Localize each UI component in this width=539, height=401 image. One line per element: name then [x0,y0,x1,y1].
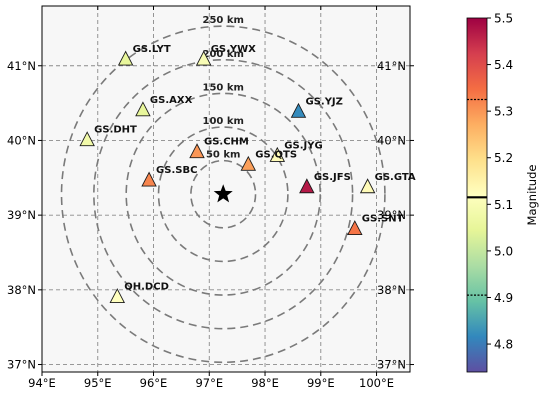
x-tick-label: 100°E [359,376,394,390]
station-label: GS.GTA [375,172,416,183]
grid-lines [41,6,410,372]
station-label: GS.QTS [255,149,297,160]
y-tick-label-left: 39°N [7,208,36,222]
station-label: GS.DHT [94,125,137,136]
station-label: GS.SBC [156,165,197,176]
y-tick-label-left: 37°N [7,358,36,372]
station-marker [189,143,205,159]
station-label: GS.CHM [204,137,249,148]
station-label: GS.AXX [150,95,193,106]
station-marker [299,178,315,194]
station-marker [359,178,376,194]
station-label: GS.SNT [362,214,404,225]
plot-area-background [42,6,410,372]
colorbar-tick-label: 4.9 [494,291,513,305]
ring-label: 100 km [202,116,243,127]
epicenter-star-marker [213,184,233,203]
station-marker [109,288,126,304]
y-tick-label-right: 38°N [377,283,406,297]
station-label: GS.JYG [284,140,322,151]
colorbar-bar [466,17,488,373]
x-tick-label: 95°E [84,376,112,390]
y-tick-label-right: 41°N [377,59,406,73]
station-label: GS.JFS [314,172,351,183]
y-tick-label-left: 38°N [7,283,36,297]
station-label: QH.DCD [124,282,169,293]
y-tick-label-left: 40°N [7,133,36,147]
station-label: GS.YJZ [305,96,342,107]
ring-label: 50 km [206,150,240,161]
station-marker [117,50,134,66]
station-marker [195,50,212,66]
station-marker [135,101,151,117]
station-label: GS.YWX [211,44,256,55]
distance-ring [125,92,322,296]
x-tick-label: 98°E [251,376,279,390]
y-tick-label-right: 40°N [377,133,406,147]
distance-ring [190,159,257,229]
station-marker [290,102,307,118]
ring-label: 200 km [202,49,243,60]
station-marker [79,131,95,147]
epicenter-star [213,184,233,203]
y-tick-label-left: 41°N [7,59,36,73]
distance-ring [157,126,289,263]
colorbar-tick-label: 5.4 [494,58,513,72]
colorbar: 4.8 4.9 5.0 5.1 5.2 5.3 5.4 5.5 Magnitude [466,12,539,373]
distance-ring [93,58,354,330]
distance-ring [60,25,386,364]
station-marker [269,146,286,162]
y-tick-label-right: 37°N [377,358,406,372]
station-markers [79,50,376,304]
distance-ring-labels: 50 km 100 km 150 km 200 km 250 km [202,15,243,160]
x-tick-label: 99°E [307,376,335,390]
station-marker [141,171,157,187]
station-label: GS.LYT [133,44,171,55]
colorbar-tick-label: 5.2 [494,151,513,165]
colorbar-tick-label: 5.1 [494,198,513,212]
station-labels: GS.LYT GS.YWX GS.AXX GS.YJZ GS.DHT GS.CHM GS.J… [94,44,416,293]
distance-rings [60,25,386,364]
ring-label: 250 km [202,15,243,26]
y-tick-label-right: 39°N [377,208,406,222]
station-marker [347,220,363,236]
colorbar-tick-label: 4.8 [494,338,513,352]
colorbar-label: Magnitude [525,165,539,226]
station-marker [240,155,257,171]
x-tick-label: 94°E [28,376,56,390]
ring-label: 150 km [202,82,243,93]
plot-frame [41,5,411,373]
colorbar-tick-label: 5.3 [494,105,513,119]
axis-ticks: 94°E 95°E 96°E 97°E 98°E 99°E 100°E 37°N 37°N 38°… [7,6,414,390]
colorbar-tick-label: 5.0 [494,244,513,258]
colorbar-tick-label: 5.5 [494,12,513,26]
x-tick-label: 97°E [195,376,223,390]
x-tick-label: 96°E [140,376,168,390]
